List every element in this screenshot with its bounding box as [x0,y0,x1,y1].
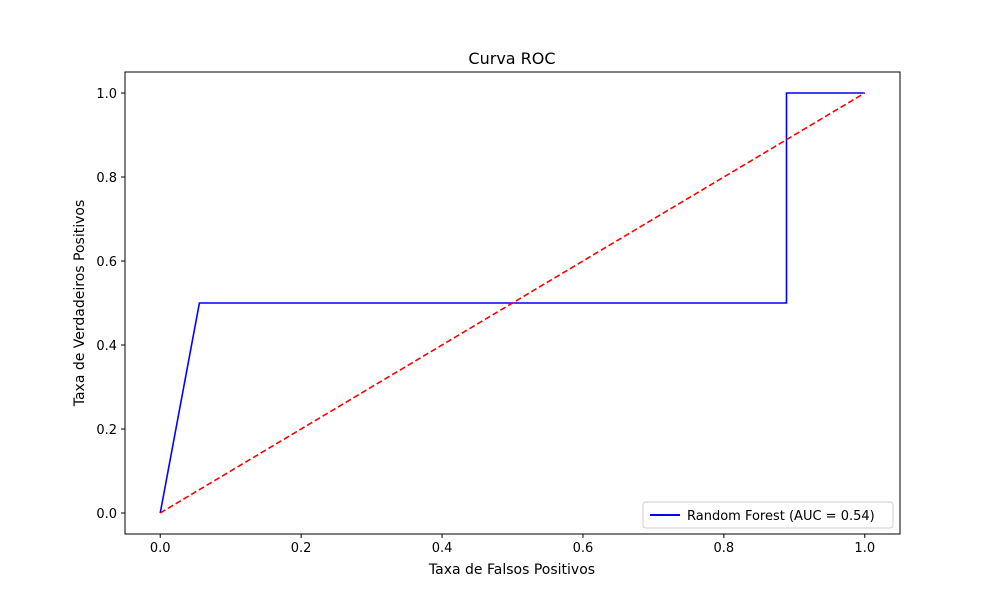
plot-frame [124,71,901,535]
tick-layer: 0.0 0.2 0.4 0.6 0.8 1.0 0.0 0.2 0.4 0.6 0.8 1.0 [96,87,875,556]
x-tick-label: 1.0 [854,541,875,556]
y-tick-label: 0.2 [96,423,117,438]
plot-layer [159,92,866,514]
legend-box [642,501,894,529]
series-line-1 [159,92,866,514]
legend-label-random-forest: Random Forest (AUC = 0.54) [687,509,875,524]
x-tick-label: 0.2 [291,541,312,556]
x-tick-label: 0.4 [432,541,453,556]
legend: Random Forest (AUC = 0.54) [642,501,894,529]
y-axis-label: Taxa de Verdadeiros Positivos [72,200,88,408]
x-tick-label: 0.6 [573,541,594,556]
y-tick-label: 0.4 [96,339,117,354]
y-tick-label: 0.8 [96,171,117,186]
y-tick-label: 0.0 [96,507,117,522]
y-tick-label: 0.6 [96,255,117,270]
x-axis-label: Taxa de Falsos Positivos [428,562,595,578]
y-tick-label: 1.0 [96,87,117,102]
series-line-0 [159,92,865,514]
x-tick-label: 0.0 [150,541,171,556]
chart-title: Curva ROC [468,49,555,68]
x-tick-label: 0.8 [714,541,735,556]
